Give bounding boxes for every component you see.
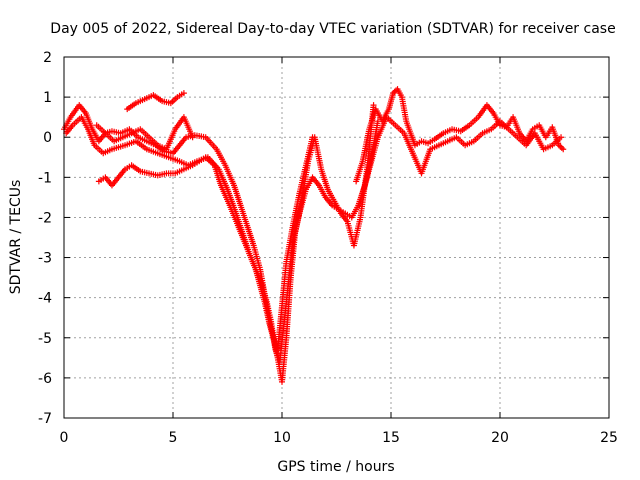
y-tick-label: -5 — [38, 331, 52, 347]
y-tick-label: 1 — [43, 90, 52, 106]
series-track-g — [93, 114, 196, 153]
series-track-f — [357, 114, 565, 205]
plot-frame — [63, 56, 610, 419]
x-tick-label: 10 — [273, 430, 291, 446]
chart-grid — [64, 57, 609, 418]
chart-series — [61, 86, 567, 385]
data-point — [189, 134, 196, 141]
x-tick-label: 25 — [600, 430, 618, 446]
y-tick-label: -7 — [38, 411, 52, 427]
y-tick-label: 0 — [43, 130, 52, 146]
x-tick-label: 0 — [60, 430, 69, 446]
y-tick-label: -6 — [38, 371, 52, 387]
x-tick-label: 15 — [382, 430, 400, 446]
series-track-d — [124, 90, 187, 113]
series-track-b — [63, 114, 381, 365]
chart-title: Day 005 of 2022, Sidereal Day-to-day VTE… — [50, 21, 615, 37]
y-tick-label: -2 — [38, 210, 52, 226]
y-axis-label: SDTVAR / TECUs — [8, 180, 24, 295]
y-tick-label: 2 — [43, 50, 52, 66]
x-tick-label: 5 — [169, 430, 178, 446]
series-track-e — [353, 86, 567, 185]
chart-ticks: 0 5 10 15 20 25 -7 -6 -5 -4 -3 -2 -1 0 1 2 — [38, 50, 618, 446]
series-track-c — [95, 134, 316, 353]
y-tick-label: -3 — [38, 251, 52, 267]
data-point — [370, 102, 377, 109]
data-point — [180, 90, 187, 97]
data-point — [309, 134, 316, 141]
series-track-a — [61, 102, 377, 385]
data-point — [560, 146, 567, 153]
x-axis-label: GPS time / hours — [277, 459, 394, 475]
data-point — [558, 134, 565, 141]
y-tick-label: -4 — [38, 291, 52, 307]
x-tick-label: 20 — [491, 430, 509, 446]
y-tick-label: -1 — [38, 170, 52, 186]
